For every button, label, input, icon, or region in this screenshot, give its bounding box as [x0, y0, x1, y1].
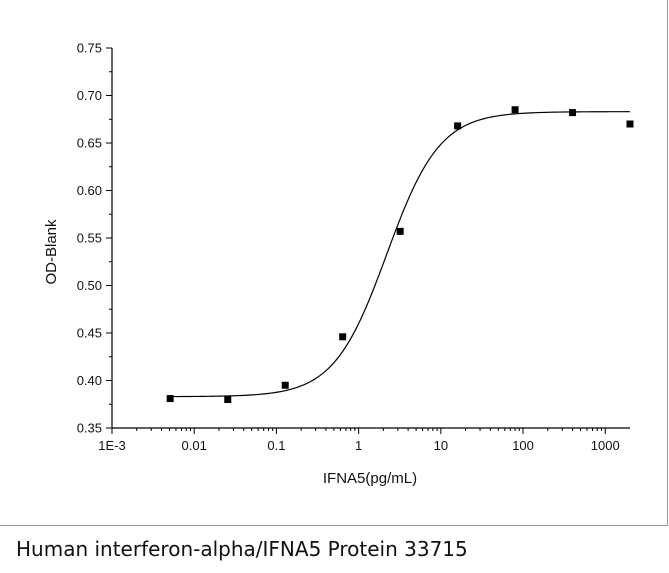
data-point: [281, 381, 289, 389]
data-point: [396, 227, 404, 235]
x-tick-label: 1E-3: [98, 438, 125, 453]
chart: 0.35 0.40 0.45 0.50 0.55 0.60 0.65 0.70 0.75 1E-…: [43, 41, 634, 487]
x-tick-label: 0.1: [267, 438, 285, 453]
caption: Human interferon-alpha/IFNA5 Protein 337…: [16, 537, 468, 561]
y-axis: 0.35 0.40 0.45 0.50 0.55 0.60 0.65 0.70 0.75: [77, 41, 113, 436]
y-tick-label: 0.45: [77, 326, 102, 341]
data-point: [339, 333, 347, 341]
y-tick-label: 0.60: [77, 183, 102, 198]
x-tick-label: 100: [512, 438, 534, 453]
y-tick-label: 0.50: [77, 278, 102, 293]
data-point: [626, 120, 634, 128]
y-tick-label: 0.40: [77, 373, 102, 388]
data-point: [454, 122, 462, 130]
data-point: [569, 109, 577, 117]
data-point: [511, 106, 519, 114]
x-tick-label: 1000: [591, 438, 620, 453]
y-tick-label: 0.55: [77, 231, 102, 246]
fit-curve: [170, 111, 630, 398]
y-tick-label: 0.35: [77, 421, 102, 436]
x-axis-title: IFNA5(pg/mL): [323, 470, 417, 487]
figure-frame: 0.35 0.40 0.45 0.50 0.55 0.60 0.65 0.70 0.75 1E-…: [0, 0, 668, 526]
y-tick-label: 0.70: [77, 88, 102, 103]
x-tick-label: 10: [434, 438, 448, 453]
data-point: [166, 395, 174, 403]
y-tick-label: 0.75: [77, 41, 102, 56]
x-tick-label: 0.01: [182, 438, 207, 453]
y-tick-label: 0.65: [77, 136, 102, 151]
data-points: [166, 106, 634, 403]
y-axis-title: OD-Blank: [43, 219, 60, 285]
x-axis: 1E-3 0.01 0.1 1 10 100 1000: [98, 427, 630, 453]
data-point: [224, 396, 232, 403]
x-tick-label: 1: [355, 438, 362, 453]
